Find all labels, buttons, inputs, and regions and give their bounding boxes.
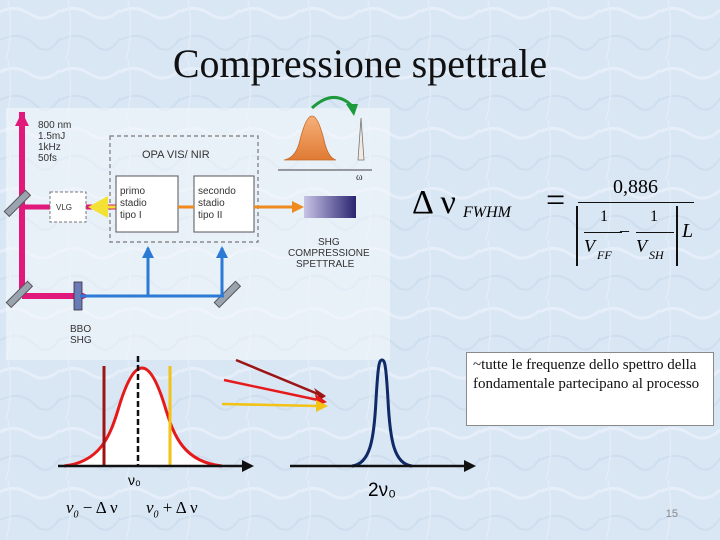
- broad-spectrum-icon: [283, 115, 337, 161]
- second-harmonic-peak: [351, 358, 413, 468]
- formula-inner-bar-1: [584, 232, 622, 233]
- low-frequency-label: ν0 − Δ ν: [66, 498, 118, 521]
- formula-inner-num-1: 1: [600, 208, 608, 225]
- stage-1-line-3: tipo I: [120, 210, 142, 221]
- formula-equals: =: [546, 182, 566, 219]
- vlg-label: VLG: [56, 203, 73, 212]
- slide-title: Compressione spettrale: [172, 41, 548, 86]
- conversion-arrows: [221, 358, 328, 412]
- mirror-top-left: [3, 189, 32, 218]
- bbo-label-2: SHG: [70, 335, 92, 346]
- laser-spec-2: 1.5mJ: [38, 131, 66, 142]
- high-frequency-label: ν0 + Δ ν: [146, 498, 198, 521]
- stage-2-line-1: secondo: [198, 186, 236, 197]
- stage-2-box: [193, 175, 255, 233]
- mirror-bottom-left: [5, 280, 34, 309]
- bbo-label-1: BBO: [70, 324, 92, 335]
- formula-minus: –: [620, 220, 629, 240]
- shg-label-2: COMPRESSIONE: [288, 248, 370, 259]
- shg-label-3: SPETTRALE: [296, 259, 355, 270]
- formula-inner-num-2: 1: [650, 208, 658, 225]
- laser-spec-3: 1kHz: [38, 142, 61, 153]
- formula-vsh-sub: SH: [649, 248, 664, 262]
- omega-label: ω: [356, 172, 363, 183]
- curved-arrow-icon: [310, 96, 354, 110]
- shg-crystal: [304, 196, 356, 218]
- vlg-box: [49, 191, 87, 223]
- formula-abs-left: [576, 206, 578, 266]
- shg-label-1: SHG: [318, 237, 340, 248]
- formula-fwhm-sub: FWHM: [463, 204, 511, 221]
- mirror-bottom-right: [213, 280, 242, 309]
- stage-2-line-2: stadio: [198, 198, 225, 209]
- stage-2-line-3: tipo II: [198, 210, 223, 221]
- bandwidth-formula: Δ ν FWHM = 0,886 1 1 – V FF V SH L: [408, 176, 708, 268]
- formula-vsh: V: [636, 236, 647, 256]
- orange-beam: [178, 201, 304, 213]
- formula-length: L: [682, 220, 694, 242]
- stage-1-box: [115, 175, 179, 233]
- laser-spec-4: 50fs: [38, 153, 57, 164]
- white-light-cone: [88, 196, 108, 218]
- stage-1-line-1: primo: [120, 186, 146, 197]
- stage-1-line-2: stadio: [120, 198, 147, 209]
- second-harmonic-label: 2ν₀: [368, 480, 396, 501]
- formula-delta-nu: Δ ν: [412, 184, 456, 221]
- formula-vff-sub: FF: [597, 248, 612, 262]
- narrow-spectrum-icon: [357, 117, 365, 161]
- fundamental-spectrum: [64, 368, 222, 466]
- formula-fraction-bar: [578, 202, 694, 203]
- formula-abs-right: [676, 206, 678, 266]
- center-frequency-label: ν₀: [128, 472, 141, 488]
- opa-box: [109, 135, 259, 243]
- formula-vff: V: [584, 236, 595, 256]
- formula-numerator: 0,886: [613, 176, 658, 198]
- laser-spec-1: 800 nm: [38, 120, 72, 131]
- process-note: ~tutte le frequenze dello spettro della …: [466, 352, 714, 426]
- formula-inner-bar-2: [636, 232, 674, 233]
- blue-beam: [80, 246, 228, 298]
- opa-label: OPA VIS/ NIR: [142, 149, 210, 161]
- slide-number: 15: [665, 508, 678, 520]
